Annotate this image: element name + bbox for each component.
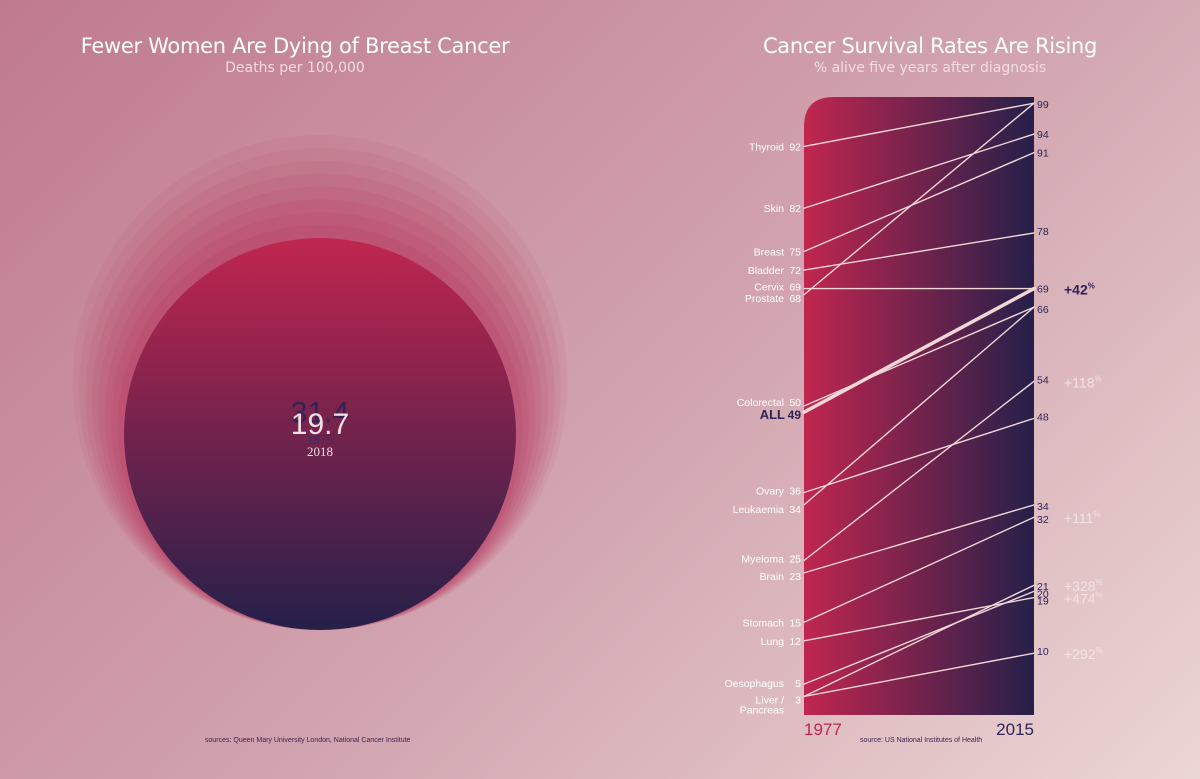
year-label-start: 1977: [804, 720, 842, 739]
end-value-label: 20: [1037, 588, 1049, 600]
end-value-label: 99: [1037, 99, 1049, 111]
end-value-label: 32: [1037, 514, 1049, 526]
start-value-label: 68: [789, 293, 801, 305]
year-label-end: 2015: [996, 720, 1034, 739]
start-name-label: Liver /: [755, 694, 784, 706]
start-value-label: 5: [795, 678, 801, 690]
start-value-label: 34: [789, 504, 801, 516]
series-line: [803, 232, 1035, 271]
bubble-1975-year: 1975: [307, 432, 333, 447]
right-chart-title: Cancer Survival Rates Are Rising: [762, 34, 1098, 58]
series-line: [803, 590, 1035, 685]
end-value-label: 48: [1037, 411, 1049, 423]
start-name-label: Leukaemia: [733, 504, 785, 516]
increase-label: +118%: [1064, 374, 1102, 390]
start-name-label: Breast: [754, 247, 784, 259]
start-value-label: 49: [788, 408, 802, 422]
start-value-label: 82: [789, 203, 801, 215]
increase-label: +328%: [1064, 578, 1103, 594]
end-value-label: 19: [1037, 596, 1049, 608]
series-line: [803, 133, 1035, 209]
end-value-label: 69: [1037, 284, 1049, 296]
series-line: [803, 417, 1035, 494]
start-name-label: Lung: [761, 636, 785, 648]
start-value-label: 36: [789, 486, 801, 498]
start-name-label: Skin: [764, 203, 785, 215]
bubble-2018-value: 19.7: [291, 408, 349, 441]
end-value-label: 94: [1037, 129, 1049, 141]
start-name-label-all: ALL: [760, 407, 785, 422]
series-line: [803, 151, 1035, 253]
start-value-label: 69: [789, 282, 801, 294]
left-chart-subtitle: Deaths per 100,000: [225, 60, 365, 76]
series-line: [803, 596, 1035, 642]
start-name-label: Thyroid: [749, 141, 784, 153]
bubble-1975-value: 31.4: [291, 397, 349, 430]
series-line: [803, 516, 1035, 623]
increase-label: +474%: [1064, 591, 1103, 607]
left-source-note: sources: Queen Mary University London, N…: [205, 737, 411, 744]
start-value-label: 25: [789, 554, 801, 566]
start-name-label: Oesophagus: [724, 678, 784, 690]
start-value-label: 3: [795, 694, 801, 706]
start-name-label: Colorectal: [737, 397, 784, 409]
end-value-label: 21: [1037, 581, 1049, 593]
end-value-label: 78: [1037, 226, 1049, 238]
left-chart-title: Fewer Women Are Dying of Breast Cancer: [80, 34, 510, 58]
slope-panel: [804, 97, 1034, 715]
end-value-label: 34: [1037, 501, 1049, 513]
end-value-label: 91: [1037, 148, 1049, 160]
increase-label: +42%: [1064, 282, 1095, 298]
start-value-label: 75: [789, 247, 801, 259]
start-name-label: Bladder: [748, 265, 785, 277]
end-value-label: 54: [1037, 374, 1049, 386]
bubble-2018-year: 2018: [307, 444, 333, 459]
start-name-label: Brain: [759, 571, 784, 583]
series-line: [803, 102, 1035, 148]
increase-label: +292%: [1064, 646, 1103, 662]
start-name-label: Prostate: [745, 293, 784, 305]
series-line: [803, 380, 1035, 562]
bubble-2018: [124, 238, 516, 630]
right-source-note: source: US National Institutes of Health: [860, 737, 983, 744]
start-value-label: 23: [789, 571, 801, 583]
series-line: [803, 306, 1035, 506]
start-value-label: 72: [789, 265, 801, 277]
right-chart-subtitle: % alive five years after diagnosis: [813, 60, 1047, 76]
series-line: [803, 102, 1035, 296]
series-line: [803, 306, 1035, 407]
start-value-label: 92: [789, 141, 801, 153]
end-value-label: 10: [1037, 646, 1049, 658]
increase-label: +111%: [1064, 510, 1101, 526]
start-name-label: Cervix: [754, 282, 785, 294]
series-line: [803, 504, 1035, 574]
start-name-label: Pancreas: [740, 704, 784, 716]
series-line: [803, 584, 1035, 698]
start-value-label: 15: [789, 617, 801, 629]
start-name-label: Myeloma: [741, 554, 784, 566]
start-name-label: Ovary: [756, 486, 785, 498]
start-value-label: 12: [789, 636, 801, 648]
start-name-label: Stomach: [743, 617, 785, 629]
start-value-label: 50: [789, 397, 801, 409]
series-line: [803, 652, 1035, 698]
series-line-all: [802, 286, 1036, 414]
end-value-label: 66: [1037, 304, 1049, 316]
